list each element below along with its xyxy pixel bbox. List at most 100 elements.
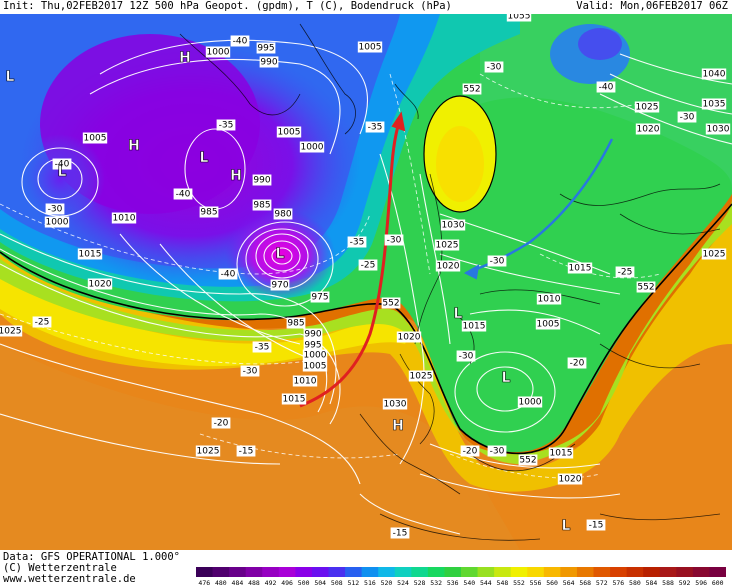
- isobar-value-label: 975: [311, 293, 328, 303]
- color-scale-swatch: [494, 567, 512, 577]
- color-scale-swatch: [378, 567, 396, 577]
- isotherm-value-label: -40: [599, 83, 614, 93]
- isobar-value-label: 1000: [301, 143, 324, 153]
- isotherm-value-label-bg: [384, 234, 404, 246]
- warm-arrow-head: [391, 111, 406, 132]
- color-scale-tick-label: 504: [314, 579, 327, 587]
- isotherm-value-label: -40: [233, 37, 248, 47]
- color-scale-swatch: [610, 567, 628, 577]
- isotherm-value-label: -35: [255, 343, 270, 353]
- isotherm-value-label: -20: [214, 419, 229, 429]
- footer-url[interactable]: www.wetterzentrale.de: [3, 573, 136, 585]
- isobar-value-label: 1020: [437, 262, 460, 272]
- isotherm-value-label: -25: [618, 268, 633, 278]
- isobar-value-label: 1030: [442, 221, 465, 231]
- isotherm-value-label: -30: [48, 205, 63, 215]
- isotherm-value-label: -30: [490, 257, 505, 267]
- isobar-value-label: 995: [257, 44, 274, 54]
- isotherm-value-label: -15: [239, 447, 254, 457]
- isobar-value-label: 1000: [519, 398, 542, 408]
- cold-advection-arrow: [465, 138, 614, 275]
- color-scale-tick-label: 568: [579, 579, 592, 587]
- color-scale-swatch: [576, 567, 594, 577]
- color-scale-tick-label: 556: [529, 579, 542, 587]
- isobar-value-label: 1030: [384, 400, 407, 410]
- color-scale-swatch: [295, 567, 313, 577]
- isobar-value-label-bg: [252, 199, 272, 211]
- isobar-value-label: 1025: [0, 327, 21, 337]
- footer-copyright: (C) Wetterzentrale: [3, 562, 117, 574]
- header-valid-time: Valid: Mon,06FEB2017 06Z: [576, 0, 728, 12]
- color-scale-tick-label: 552: [513, 579, 525, 587]
- pressure-center-label: H: [230, 168, 242, 184]
- ne-cold-spot-inner: [578, 28, 622, 60]
- isobar-value-label: 1030: [707, 125, 730, 135]
- ridge-inner: [436, 126, 484, 202]
- pressure-center-label: L: [200, 150, 209, 166]
- geopotential-value-label-bg: [636, 281, 656, 293]
- zone-green-ne: [480, 14, 732, 189]
- color-scale-tick-label: 520: [380, 579, 393, 587]
- color-scale-tick-label: 508: [330, 579, 343, 587]
- isobar-value-label-bg: [701, 68, 727, 80]
- color-scale-tick-label: 512: [347, 579, 360, 587]
- color-scale-tick-label: 560: [546, 579, 558, 587]
- geopotential-value-label-bg: [462, 83, 482, 95]
- isobar-value-label: 1010: [113, 214, 136, 224]
- isobar-value-label: 1020: [89, 280, 112, 290]
- isotherm-value-label-bg: [487, 445, 507, 457]
- isotherm-value-label-bg: [52, 158, 72, 170]
- pressure-center-label: L: [58, 164, 67, 180]
- isobar-value-label-bg: [408, 370, 434, 382]
- color-scale-swatch: [676, 567, 694, 577]
- color-scale-swatch: [278, 567, 296, 577]
- isobar-value-label-bg: [506, 14, 532, 22]
- isotherm-value-label-bg: [596, 81, 616, 93]
- contour-552: [0, 203, 732, 455]
- color-scale-swatch: [543, 567, 561, 577]
- color-scale-tick-label: 492: [264, 579, 277, 587]
- color-scale-swatch: [626, 567, 644, 577]
- isobar-value-label: 970: [271, 281, 288, 291]
- isotherm-value-label: -15: [589, 521, 604, 531]
- isobar-value-label: 1010: [538, 295, 561, 305]
- isobar-value-label-bg: [701, 248, 727, 260]
- isobar-value-label-bg: [199, 206, 219, 218]
- isotherm-value-label-bg: [45, 203, 65, 215]
- isotherm-value-label-bg: [230, 35, 250, 47]
- isotherm-value-label: -15: [393, 529, 408, 539]
- isobar-value-label-bg: [259, 56, 279, 68]
- color-scale-tick-label: 588: [662, 579, 674, 587]
- color-scale-swatch: [394, 567, 412, 577]
- isotherm-value-label: -30: [387, 236, 402, 246]
- isotherm-value-label-bg: [347, 236, 367, 248]
- isotherm-value-label: -30: [680, 113, 695, 123]
- geopotential-value-label: 552: [382, 299, 399, 309]
- geopotential-value-label: 552: [637, 283, 654, 293]
- isobar-value-label-bg: [536, 293, 562, 305]
- color-scale-tick-label: 476: [198, 579, 211, 587]
- color-scale-swatch: [328, 567, 346, 577]
- color-scale-tick-label: 516: [364, 579, 376, 587]
- geopotential-value-label-bg: [518, 454, 538, 466]
- color-scale-tick-label: 528: [413, 579, 426, 587]
- isobar-value-label: 1025: [410, 372, 433, 382]
- header-init-title: Init: Thu,02FEB2017 12Z 500 hPa Geopot. …: [3, 0, 452, 12]
- isobar-value-label: 1020: [398, 333, 421, 343]
- color-scale-tick-label: 536: [446, 579, 459, 587]
- isobar-value-label: 1005: [359, 43, 382, 53]
- color-scale-swatch: [510, 567, 528, 577]
- color-scale-tick-label: 532: [430, 579, 443, 587]
- isobar-value-label: 1035: [703, 100, 726, 110]
- color-scale-tick-label: 580: [629, 579, 641, 587]
- zone-orange-2: [0, 344, 520, 550]
- isobar-value-label-bg: [256, 42, 276, 54]
- isotherm-value-label-bg: [211, 417, 231, 429]
- color-scale-swatch: [262, 567, 280, 577]
- isobar-value-label-bg: [517, 396, 543, 408]
- isotherm-value-label: -40: [221, 270, 236, 280]
- isobar-value-label: 1000: [304, 351, 327, 361]
- isotherm-value-label-bg: [460, 445, 480, 457]
- weather-map: 1000 995 990 1005 1005 1000 1010 1015 1020 1005 10…: [0, 14, 732, 550]
- color-scale-swatch: [361, 567, 379, 577]
